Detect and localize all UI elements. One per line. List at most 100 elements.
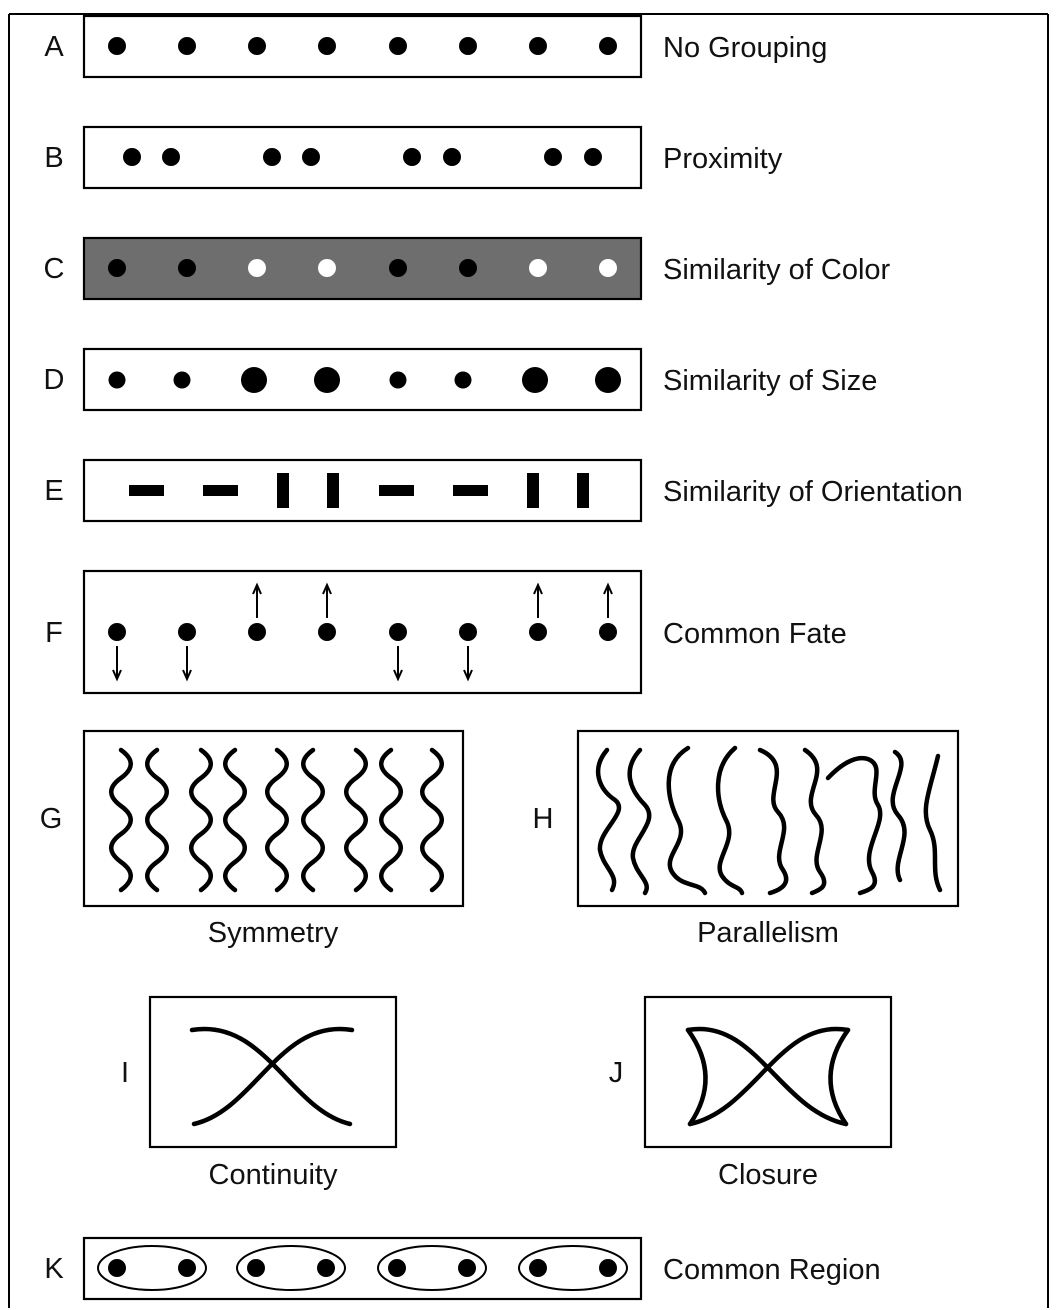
panel-g-symmetry: G Symmetry [40,729,465,949]
bar-e-1 [129,485,164,496]
dot-a-6 [459,37,477,55]
dot-f-5 [389,623,407,641]
region-k-1 [97,1245,207,1291]
row-k-regions [97,1245,628,1291]
parallel-line-8 [890,749,907,883]
dot-b-6 [443,148,461,166]
bar-e-5 [379,485,414,496]
panel-g-box [82,729,465,908]
panel-j-closure: J Closure [609,995,893,1191]
dot-k-6 [458,1259,476,1277]
row-a-caption: No Grouping [663,32,827,64]
row-e-letter: E [44,475,63,507]
symmetry-line-1 [109,747,133,893]
dot-d-4 [314,367,340,393]
panel-h-caption: Parallelism [697,917,839,949]
row-c-caption: Similarity of Color [663,254,891,286]
dot-f-4 [318,623,336,641]
parallel-line-3 [666,745,708,896]
dot-f-2 [178,623,196,641]
closure-right-arc [828,1027,851,1127]
dot-c-1 [108,259,126,277]
bar-e-3 [277,473,289,508]
dot-b-8 [584,148,602,166]
row-b-proximity: B Proximity [44,125,783,190]
dot-b-1 [123,148,141,166]
dot-k-2 [178,1259,196,1277]
bar-e-4 [327,473,339,508]
dot-a-4 [318,37,336,55]
row-f-common-fate: F Common Fate [45,569,847,695]
continuity-curve-2 [191,1026,355,1127]
dot-k-1 [108,1259,126,1277]
dot-a-8 [599,37,617,55]
continuity-curve-1 [189,1026,353,1127]
dot-c-4 [318,259,336,277]
parallel-line-6 [802,747,827,896]
row-b-letter: B [44,142,63,174]
parallel-line-9 [923,753,943,893]
dot-a-5 [389,37,407,55]
panel-h-letter: H [533,803,554,835]
symmetry-line-2 [145,747,169,893]
dot-f-8 [599,623,617,641]
arrow-f-8-head [603,582,613,595]
panel-g-letter: G [40,803,63,835]
row-k-common-region: K Common Region [44,1236,881,1301]
arrow-f-6-head [463,669,473,682]
panel-h-curves [595,745,943,896]
row-d-panel [82,347,643,412]
row-d-letter: D [44,364,65,396]
panel-j-letter: J [609,1057,624,1089]
row-c-similarity-color: C Similarity of Color [44,236,891,301]
parallel-line-5 [757,747,789,896]
dot-a-3 [248,37,266,55]
row-d-similarity-size: D Similarity of Size [44,347,877,412]
panel-i-box [148,995,398,1149]
row-a-letter: A [44,31,64,63]
panel-i-letter: I [121,1057,129,1089]
symmetry-line-6 [301,747,325,893]
symmetry-line-7 [344,747,368,893]
dot-f-7 [529,623,547,641]
dot-a-1 [108,37,126,55]
parallel-line-7 [825,755,883,896]
dot-b-5 [403,148,421,166]
row-e-caption: Similarity of Orientation [663,476,963,508]
arrow-f-3-head [252,582,262,595]
row-f-dots [108,582,617,682]
dot-f-6 [459,623,477,641]
dot-d-8 [595,367,621,393]
dot-b-3 [263,148,281,166]
region-k-2 [236,1245,346,1291]
bar-e-7 [527,473,539,508]
row-b-caption: Proximity [663,143,783,175]
symmetry-line-9 [420,747,444,893]
dot-k-3 [247,1259,265,1277]
dot-k-7 [529,1259,547,1277]
dot-c-8 [599,259,617,277]
dot-b-4 [302,148,320,166]
dot-k-5 [388,1259,406,1277]
dot-d-7 [522,367,548,393]
bar-e-8 [577,473,589,508]
arrow-f-2-head [182,669,192,682]
dot-b-7 [544,148,562,166]
dot-c-6 [459,259,477,277]
dot-d-3 [241,367,267,393]
row-c-panel [82,236,643,301]
dot-k-4 [317,1259,335,1277]
dot-b-2 [162,148,180,166]
row-k-letter: K [44,1253,64,1285]
region-k-3 [377,1245,487,1291]
symmetry-line-5 [265,747,289,893]
row-f-caption: Common Fate [663,618,847,650]
dot-k-8 [599,1259,617,1277]
dot-d-1 [108,371,126,389]
parallel-line-1 [595,747,622,893]
row-e-similarity-orientation: E Similarity of Orientation [44,458,963,523]
row-k-caption: Common Region [663,1254,881,1286]
arrow-f-4-head [322,582,332,595]
region-k-4 [518,1245,628,1291]
row-c-dots [108,259,617,277]
